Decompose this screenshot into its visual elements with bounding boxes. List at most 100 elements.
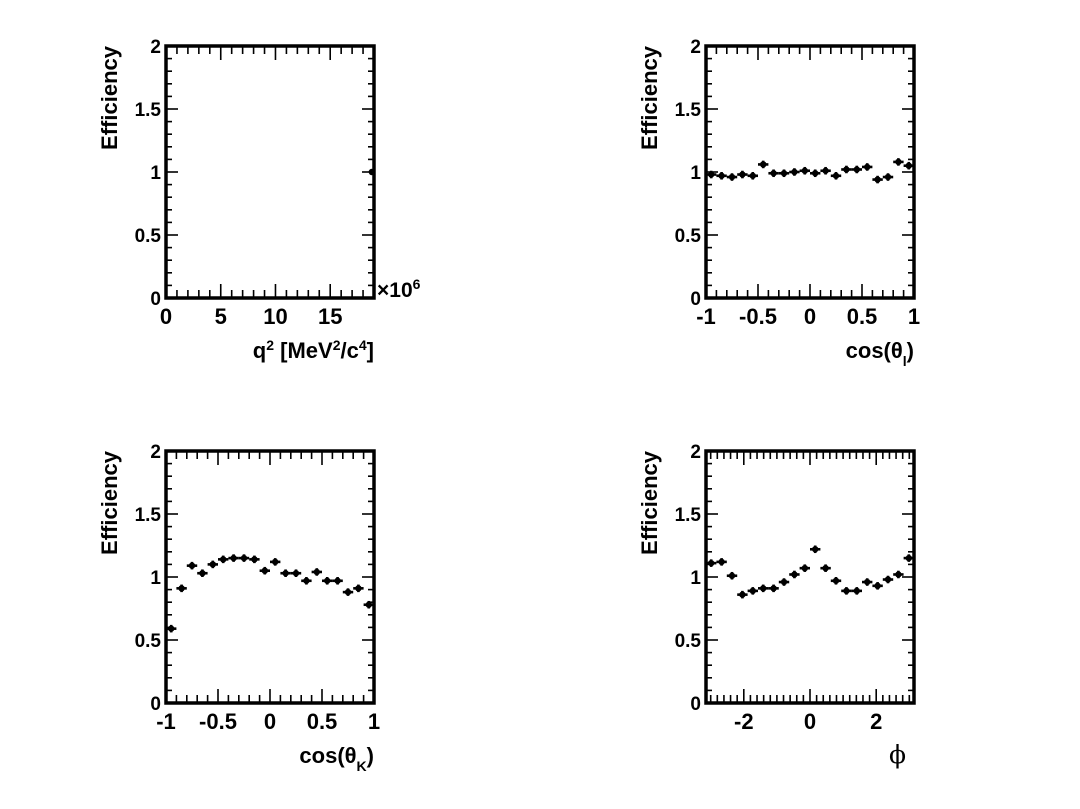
y-axis-title: Efficiency — [97, 450, 122, 555]
x-tick-label: 0.5 — [847, 304, 878, 329]
x-tick-label: -2 — [734, 709, 754, 734]
point-marker — [874, 582, 881, 590]
point-marker — [282, 570, 289, 577]
data-point — [301, 577, 312, 585]
point-marker — [770, 170, 777, 177]
point-marker — [822, 167, 829, 174]
point-marker — [864, 578, 871, 586]
data-point — [249, 555, 260, 564]
y-tick-label: 0 — [690, 694, 701, 715]
data-point — [280, 569, 291, 577]
x-tick-label: -1 — [156, 709, 176, 734]
point-marker — [864, 163, 871, 171]
efficiency-panel-2: 0 0.5 1 1.5 2 -1 -0.5 0 0.5 1 Efficiency cos(θl) — [637, 37, 920, 369]
data-point — [207, 560, 218, 569]
data-point — [259, 566, 270, 575]
data-point — [789, 570, 800, 579]
data-point — [810, 545, 821, 554]
efficiency-panel-1: 0 0.5 1 1.5 2 0 5 10 15 ×106 Efficiency q2 [MeV2/c4… — [97, 37, 421, 363]
point-marker — [749, 587, 756, 595]
data-point — [810, 169, 821, 178]
data-point — [705, 559, 717, 567]
data-point — [862, 163, 873, 171]
data-point — [851, 587, 863, 595]
y-tick-label: 2 — [150, 442, 161, 463]
x-tick-label: 0 — [160, 304, 172, 329]
x-tick-label: 0.5 — [307, 709, 338, 734]
data-point — [820, 564, 831, 572]
data-point — [882, 173, 894, 181]
point-marker — [843, 587, 850, 595]
x-tick-label: 15 — [318, 304, 342, 329]
plot-frame — [164, 449, 376, 705]
y-tick-label: 1 — [690, 568, 701, 589]
point-marker — [168, 625, 175, 632]
point-marker — [791, 168, 798, 176]
point-marker — [801, 564, 809, 572]
data-point — [706, 170, 717, 179]
y-axis-title: Efficiency — [637, 45, 662, 150]
point-marker — [240, 554, 248, 562]
x-tick-label: 5 — [215, 304, 227, 329]
data-point — [197, 569, 208, 577]
point-marker — [324, 577, 331, 584]
plot-frame — [704, 44, 916, 300]
x-tick-label: 1 — [368, 709, 380, 734]
data-point — [311, 568, 322, 576]
x-tick-label: 10 — [263, 304, 287, 329]
x-tick-label: 0 — [804, 304, 816, 329]
y-tick-label: 1 — [150, 568, 161, 589]
data-point — [841, 587, 852, 595]
y-axis-title: Efficiency — [637, 450, 662, 555]
point-marker — [905, 162, 912, 169]
point-marker — [251, 556, 258, 563]
data-point — [893, 570, 904, 579]
point-marker — [832, 172, 840, 179]
point-marker — [220, 556, 227, 563]
point-marker — [853, 166, 860, 173]
data-point — [768, 584, 779, 593]
point-marker — [760, 161, 767, 168]
data-point — [716, 172, 727, 180]
point-marker — [759, 585, 767, 592]
data-point — [363, 600, 374, 609]
y-tick-label: 2 — [690, 442, 701, 463]
point-marker — [905, 554, 913, 562]
point-marker — [749, 172, 756, 179]
data-point — [228, 554, 239, 562]
x-tick-label: -1 — [696, 304, 716, 329]
point-marker — [365, 601, 372, 608]
point-marker — [801, 167, 808, 174]
point-marker — [874, 176, 881, 183]
point-marker — [292, 570, 300, 577]
data-point — [176, 584, 187, 593]
point-marker — [843, 166, 850, 173]
point-marker — [895, 571, 902, 578]
y-tick-label: 0 — [150, 289, 161, 310]
point-marker — [728, 572, 736, 579]
point-marker — [895, 158, 902, 166]
efficiency-panel-3: 0 0.5 1 1.5 2 -1 -0.5 0 0.5 1 Efficiency cos(θK) — [97, 442, 380, 774]
data-point — [851, 165, 862, 174]
x-tick-label: -0.5 — [739, 304, 777, 329]
x-tick-label: 1 — [908, 304, 920, 329]
data-point — [758, 160, 769, 169]
data-point — [716, 558, 727, 566]
x-axis-multiplier: ×106 — [377, 276, 421, 302]
y-tick-label: 2 — [150, 37, 161, 58]
point-marker — [770, 585, 777, 592]
point-marker — [707, 559, 715, 567]
data-point — [270, 558, 281, 566]
data-point — [882, 575, 894, 584]
point-marker — [822, 564, 829, 572]
y-tick-label: 0 — [150, 694, 161, 715]
data-point — [799, 166, 810, 175]
point-marker — [368, 168, 376, 176]
point-marker — [303, 577, 310, 584]
data-point — [789, 168, 800, 176]
point-marker — [832, 577, 840, 584]
y-tick-label: 1.5 — [675, 505, 702, 526]
point-marker — [780, 578, 788, 586]
plot-frame — [164, 44, 376, 300]
